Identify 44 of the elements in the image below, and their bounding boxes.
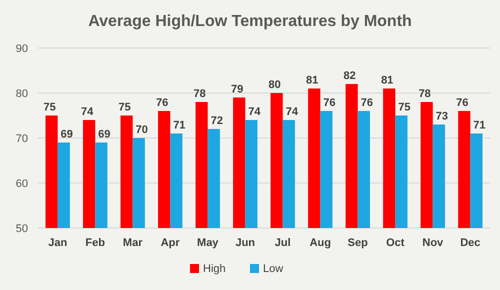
data-label: 76 [360,97,373,109]
data-label: 75 [43,102,56,114]
data-label: 75 [398,102,411,114]
data-label: 70 [136,124,148,136]
x-tick-label: Jan [48,237,68,249]
x-tick-label: Apr [160,237,180,249]
data-label: 72 [210,115,223,127]
data-label: 81 [306,74,318,86]
x-tick-label: Jun [235,237,256,249]
x-tick-label: Oct [386,237,405,249]
data-label: 78 [194,88,206,100]
x-tick-label: Aug [310,237,331,249]
y-tick-label: 60 [16,178,28,190]
x-tick-label: May [197,237,220,249]
y-tick-label: 90 [16,43,28,55]
x-tick-label: Nov [422,237,444,249]
data-label: 78 [418,88,431,100]
data-label: 71 [173,120,186,132]
y-tick-label: 70 [16,133,28,145]
data-label: 74 [80,106,94,118]
data-label: 74 [248,106,262,118]
data-label: 69 [98,128,110,140]
x-tick-label: Sep [348,237,368,249]
data-label: 76 [456,97,468,109]
data-label: 79 [231,84,244,96]
data-label: 76 [323,97,336,109]
x-tick-label: Mar [122,237,144,249]
legend-label: Low [263,263,284,275]
data-label: 75 [118,102,131,114]
data-label: 74 [286,106,299,118]
chart-title: Average High/Low Temperatures by Month [88,13,412,30]
legend-label: High [203,263,226,275]
x-tick-label: Dec [460,237,480,249]
data-label: 71 [473,120,486,132]
data-label: 76 [156,97,168,109]
data-label: 69 [60,128,73,140]
data-label: 82 [344,70,356,82]
y-tick-label: 50 [16,223,28,235]
data-label: 80 [268,79,281,91]
x-tick-label: Jul [274,237,291,249]
data-label: 73 [436,110,448,122]
y-tick-label: 80 [16,88,28,100]
x-tick-label: Feb [85,237,106,249]
data-label: 81 [381,74,394,86]
